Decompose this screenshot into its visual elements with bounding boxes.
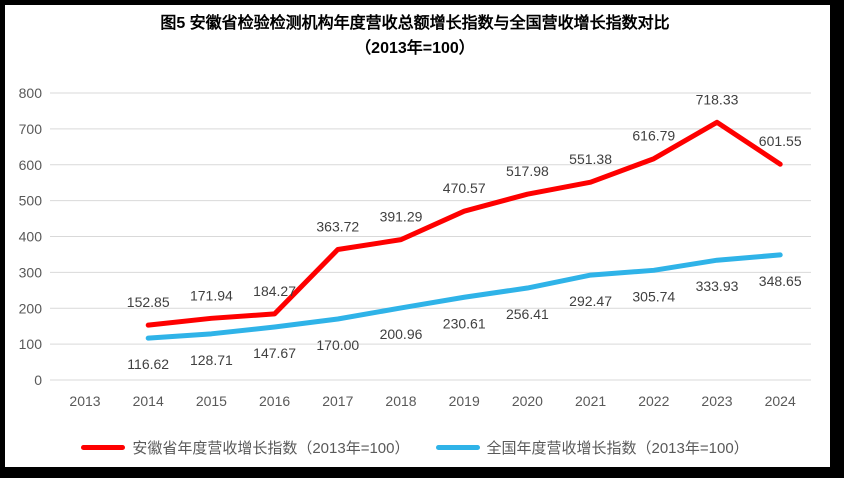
x-axis-tick-label: 2021	[575, 393, 606, 409]
x-axis-tick-label: 2013	[69, 393, 100, 409]
data-label: 517.98	[506, 163, 549, 179]
x-axis-tick-label: 2015	[196, 393, 227, 409]
y-axis-tick-label: 200	[19, 300, 43, 316]
data-label: 128.71	[190, 352, 233, 368]
data-label: 601.55	[759, 133, 802, 149]
y-axis-tick-label: 300	[19, 264, 43, 280]
national-line-swatch-icon	[435, 445, 480, 450]
x-axis-tick-label: 2024	[765, 393, 796, 409]
data-label: 230.61	[443, 315, 486, 331]
legend-item-national[interactable]: 全国年度营收增长指数（2013年=100）	[435, 437, 749, 458]
data-label: 363.72	[316, 219, 359, 235]
data-label: 348.65	[759, 273, 802, 289]
series-line-national	[145, 252, 783, 341]
x-axis-tick-label: 2014	[133, 393, 164, 409]
data-label: 616.79	[632, 128, 675, 144]
x-axis-tick-label: 2018	[385, 393, 416, 409]
data-label: 152.85	[127, 294, 170, 310]
chart-title: 图5 安徽省检验检测机构年度营收总额增长指数与全国营收增长指数对比 （2013年…	[0, 12, 830, 62]
y-axis-tick-label: 500	[19, 193, 43, 209]
legend-label-anhui: 安徽省年度营收增长指数（2013年=100）	[132, 440, 410, 457]
legend: 安徽省年度营收增长指数（2013年=100） 全国年度营收增长指数（2013年=…	[0, 437, 830, 458]
y-axis-tick-label: 400	[19, 229, 43, 245]
x-axis-tick-label: 2017	[322, 393, 353, 409]
data-label: 718.33	[696, 91, 739, 107]
y-axis-tick-label: 600	[19, 157, 43, 173]
data-label: 170.00	[316, 337, 359, 353]
data-label: 391.29	[380, 209, 423, 225]
anhui-line-swatch-icon	[81, 445, 126, 450]
x-axis-tick-label: 2020	[512, 393, 543, 409]
legend-item-anhui[interactable]: 安徽省年度营收增长指数（2013年=100）	[81, 437, 410, 458]
data-label: 305.74	[632, 288, 675, 304]
data-label: 147.67	[253, 345, 296, 361]
y-axis-tick-label: 800	[19, 85, 43, 101]
chart-title-line1: 图5 安徽省检验检测机构年度营收总额增长指数与全国营收增长指数对比	[160, 15, 670, 32]
x-axis-tick-label: 2016	[259, 393, 290, 409]
x-axis-tick-label: 2023	[701, 393, 732, 409]
data-label: 292.47	[569, 293, 612, 309]
data-label: 116.62	[127, 356, 169, 372]
chart-title-line2: （2013年=100）	[355, 39, 475, 57]
data-label: 333.93	[696, 278, 739, 294]
data-label: 184.27	[253, 283, 296, 299]
data-label: 551.38	[569, 151, 612, 167]
data-label: 200.96	[380, 326, 423, 342]
data-label: 256.41	[506, 306, 549, 322]
y-axis-tick-label: 700	[19, 121, 43, 137]
data-label: 470.57	[443, 180, 486, 196]
x-axis-tick-label: 2022	[638, 393, 669, 409]
legend-label-national: 全国年度营收增长指数（2013年=100）	[486, 440, 749, 457]
y-axis-tick-label: 0	[34, 372, 42, 388]
series-line-anhui	[145, 119, 783, 328]
x-axis-tick-label: 2019	[449, 393, 480, 409]
y-axis-tick-label: 100	[19, 336, 43, 352]
data-label: 171.94	[190, 287, 233, 303]
